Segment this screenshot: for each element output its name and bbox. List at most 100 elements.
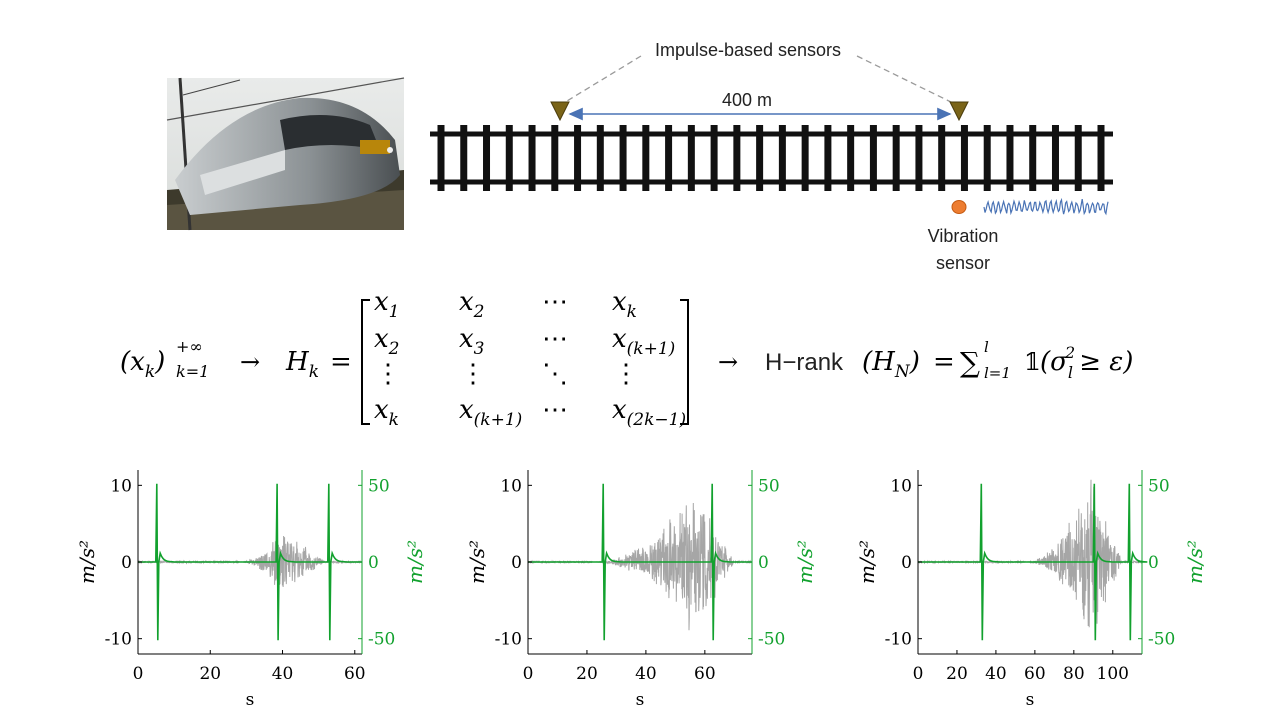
sum-upper-limit: l: [984, 338, 989, 356]
matrix-cell: xk: [612, 287, 637, 322]
arrow-1: →: [240, 348, 260, 376]
impulse-sensor-marker-right: [949, 101, 969, 122]
track-sleeper: [847, 125, 855, 191]
y-tick-label: 0: [901, 553, 912, 573]
track-sleeper: [778, 125, 786, 191]
y-axis-label: m/s²: [855, 540, 879, 584]
x-tick-label: 20: [576, 664, 598, 684]
track-sleeper: [710, 125, 718, 191]
impulse-signal-line: [528, 483, 752, 641]
track-sleeper: [1097, 125, 1105, 191]
track-sleeper: [551, 125, 559, 191]
track-sleeper: [1074, 125, 1082, 191]
matrix-cell: x(2k−1): [612, 395, 686, 430]
sequence-lower-limit: k=1: [176, 362, 209, 381]
matrix-cell: ⋮: [460, 359, 486, 389]
x-tick-label: 60: [694, 664, 716, 684]
vibration-signal-line: [527, 502, 753, 631]
distance-label: 400 m: [722, 90, 772, 110]
impulse-signal-line: [918, 483, 1148, 641]
y-right-tick-label: 50: [758, 476, 780, 496]
y-right-tick-label: -50: [1148, 630, 1175, 650]
matrix-cell: x(k+1): [612, 324, 675, 359]
vibration-waveform-icon: [983, 197, 1109, 216]
equals-sign: =: [330, 347, 352, 377]
y-axis-label: m/s²: [75, 540, 99, 584]
train-photo: [166, 77, 405, 231]
track-sleeper: [824, 125, 832, 191]
track-sleeper: [801, 125, 809, 191]
vibration-signal-line: [917, 479, 1143, 628]
track-sleeper: [619, 125, 627, 191]
y-right-tick-label: -50: [758, 630, 785, 650]
track-sleeper: [574, 125, 582, 191]
track-sleeper: [528, 125, 536, 191]
vibration-sensor-label-line2: sensor: [936, 253, 990, 273]
matrix-cell: ⋱: [542, 359, 568, 389]
equals-sign-2: =: [933, 347, 955, 377]
sensor-callout-lines: [561, 55, 956, 105]
y-tick-label: 0: [121, 553, 132, 573]
y-right-tick-label: 0: [368, 553, 379, 573]
track-sleeper: [642, 125, 650, 191]
y-right-tick-label: 0: [1148, 553, 1159, 573]
matrix-cell: ⋮: [375, 359, 401, 389]
railway-track: [430, 125, 1113, 191]
track-sleeper: [687, 125, 695, 191]
x-tick-label: 40: [635, 664, 657, 684]
track-sleeper: [665, 125, 673, 191]
track-sleeper: [983, 125, 991, 191]
y-tick-label: 0: [511, 553, 522, 573]
track-sleeper: [869, 125, 877, 191]
x-tick-label: 100: [1097, 664, 1129, 684]
x-tick-label: 80: [1063, 664, 1085, 684]
x-axis-label: s: [636, 690, 645, 710]
matrix-cell: xk: [374, 395, 399, 430]
matrix-cell: x2: [459, 287, 485, 322]
matrix-cell: ⋯: [542, 287, 568, 317]
matrix-right-bracket: [680, 299, 689, 425]
x-tick-label: 0: [913, 664, 924, 684]
hrank-argument: (HN): [862, 347, 920, 382]
indicator-condition: (σl2 ≥ ε): [1040, 343, 1133, 382]
track-sleeper: [915, 125, 923, 191]
x-tick-label: 60: [1024, 664, 1046, 684]
x-tick-label: 20: [199, 664, 221, 684]
track-sleeper: [1029, 125, 1037, 191]
track-sleeper: [892, 125, 900, 191]
x-axis-label: s: [246, 690, 255, 710]
matrix-cell: ⋮: [613, 359, 639, 389]
x-tick-label: 40: [985, 664, 1007, 684]
y-right-axis-label: m/s²: [1183, 540, 1207, 584]
sum-symbol: ∑: [960, 346, 980, 379]
indicator-symbol: 𝟙: [1024, 348, 1041, 376]
matrix-cell: x(k+1): [459, 395, 522, 430]
x-tick-label: 0: [523, 664, 534, 684]
x-tick-label: 40: [272, 664, 294, 684]
matrix-cell: x1: [374, 287, 400, 322]
y-right-tick-label: 50: [368, 476, 390, 496]
y-tick-label: 10: [500, 476, 522, 496]
y-right-axis-label: m/s²: [793, 540, 817, 584]
y-right-axis-label: m/s²: [403, 540, 427, 584]
matrix-cell: ⋯: [542, 395, 568, 425]
y-tick-label: -10: [885, 630, 912, 650]
x-axis-label: s: [1026, 690, 1035, 710]
matrix-cell: ⋯: [542, 324, 568, 354]
track-sleeper: [437, 125, 445, 191]
y-tick-label: 10: [110, 476, 132, 496]
y-right-tick-label: 0: [758, 553, 769, 573]
track-sleeper: [938, 125, 946, 191]
sequence-term: (xk): [120, 347, 165, 382]
y-right-tick-label: 50: [1148, 476, 1170, 496]
arrow-2: →: [718, 348, 738, 376]
track-sleeper: [756, 125, 764, 191]
track-sleeper: [460, 125, 468, 191]
sequence-upper-limit: +∞: [176, 337, 203, 356]
track-sleeper: [596, 125, 604, 191]
